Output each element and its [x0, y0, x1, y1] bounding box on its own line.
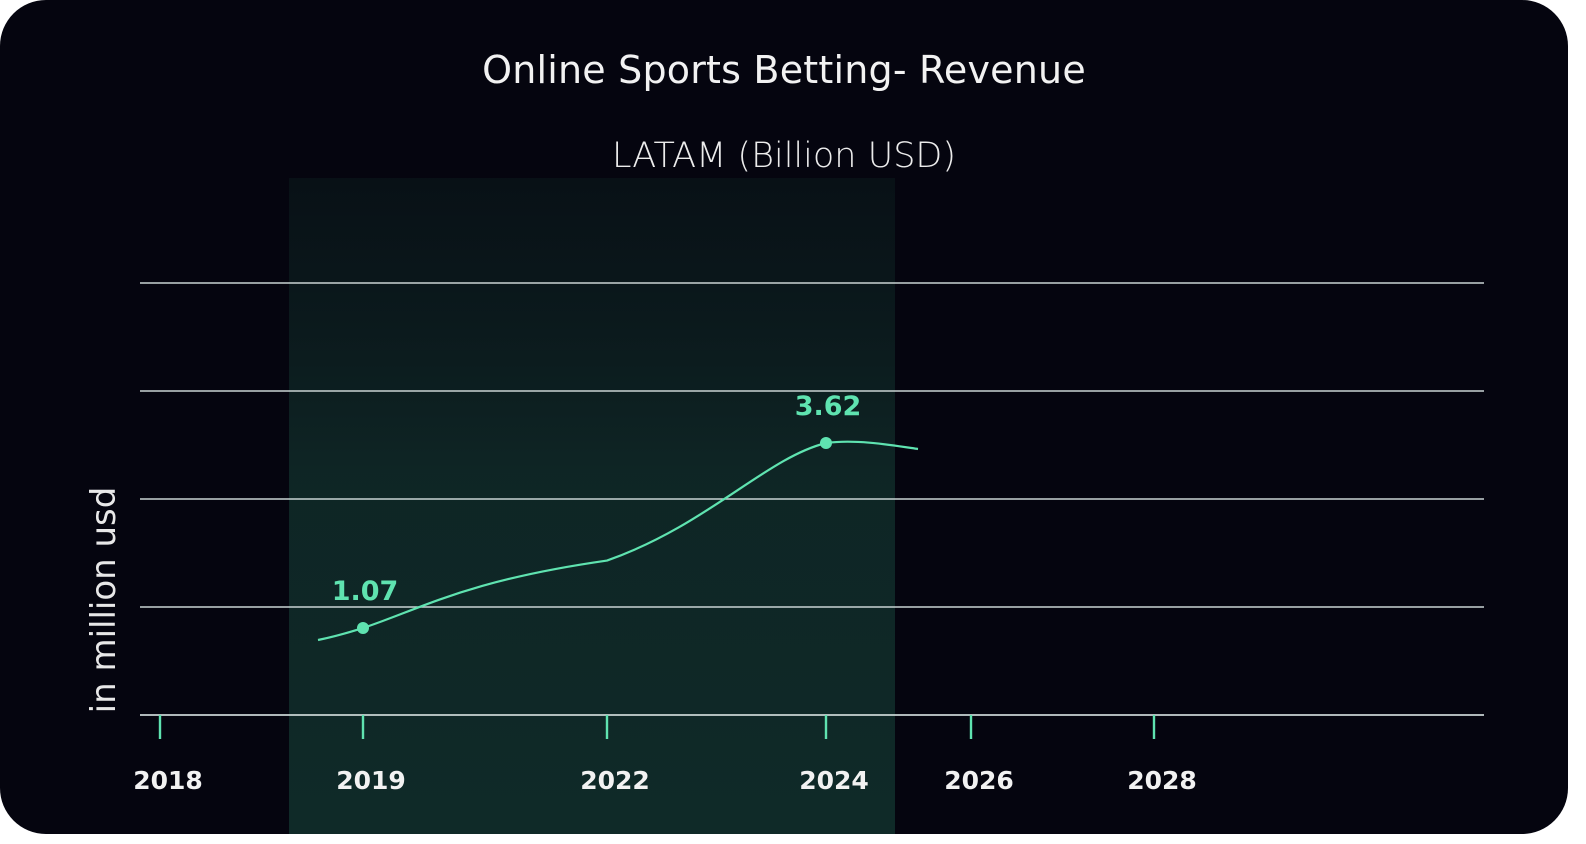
chart-title: Online Sports Betting- Revenue — [482, 48, 1086, 92]
x-tick-label: 2024 — [799, 766, 869, 795]
data-label: 1.07 — [332, 576, 399, 607]
chart-subtitle: LATAM (Billion USD) — [611, 136, 957, 176]
data-label: 3.62 — [795, 391, 862, 422]
line-chart: 2018 2019 2022 2024 2026 2028 1.07 3.62 — [133, 178, 1484, 834]
x-tick-label: 2019 — [336, 766, 406, 795]
x-tick-label: 2026 — [944, 766, 1014, 795]
data-point — [357, 622, 369, 634]
x-tick-label: 2022 — [580, 766, 650, 795]
data-point — [820, 437, 832, 449]
chart-card: Online Sports Betting- Revenue LATAM (Bi… — [0, 0, 1568, 834]
x-tick-label: 2018 — [133, 766, 203, 795]
x-tick-label: 2028 — [1127, 766, 1197, 795]
forecast-highlight-band — [289, 178, 895, 834]
